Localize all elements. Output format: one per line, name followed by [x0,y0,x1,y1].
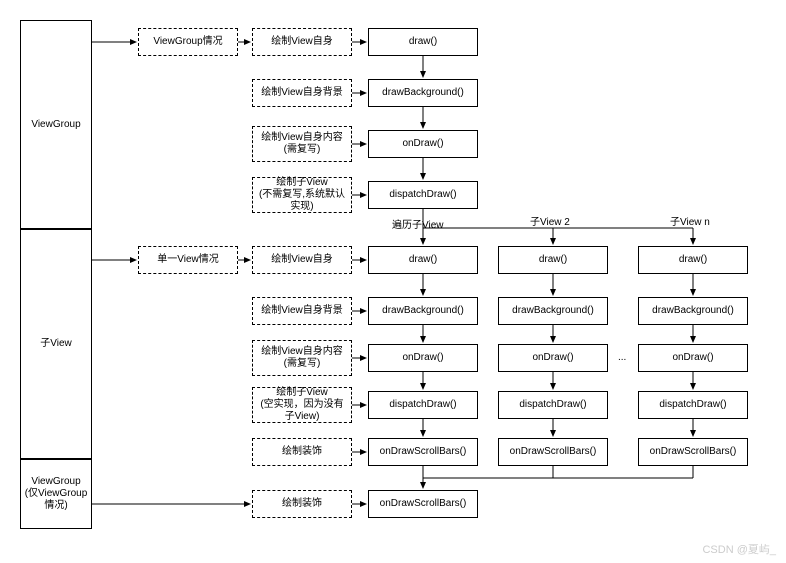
s1-step4-label: 绘制子View (不需复写,系统默认 实现) [259,177,345,213]
left-childview: 子View [20,229,92,459]
ellipsis-label: ... [618,352,626,363]
s2-step2-label: 绘制View自身背景 [261,305,343,317]
s2c3-m4: dispatchDraw() [638,391,748,419]
s1-step2-label: 绘制View自身背景 [261,87,343,99]
s3-step-label: 绘制装饰 [282,498,322,510]
s1-situation: ViewGroup情况 [138,28,238,56]
s3-m: onDrawScrollBars() [368,490,478,518]
left-childview-label: 子View [40,338,72,350]
s1-m2-label: drawBackground() [382,87,464,99]
s2-step3: 绘制View自身内容 (需复写) [252,340,352,376]
s1-step4: 绘制子View (不需复写,系统默认 实现) [252,177,352,213]
s2c2-m1: draw() [498,246,608,274]
s2c1-m3: onDraw() [368,344,478,372]
s1-step3: 绘制View自身内容 (需复写) [252,126,352,162]
s2c2-m3: onDraw() [498,344,608,372]
s2c2-m5: onDrawScrollBars() [498,438,608,466]
childviewn-label: 子View n [670,213,710,228]
s2c3-m2: drawBackground() [638,297,748,325]
iterate-label: 遍历子View [392,216,444,231]
s2-situation-label: 单一View情况 [157,254,219,266]
s2-situation: 单一View情况 [138,246,238,274]
s2c3-m1: draw() [638,246,748,274]
s1-m3: onDraw() [368,130,478,158]
s2c2-m2: drawBackground() [498,297,608,325]
s2-step5-label: 绘制装饰 [282,446,322,458]
s2c1-m2: drawBackground() [368,297,478,325]
s1-situation-label: ViewGroup情况 [153,36,222,48]
s1-m1: draw() [368,28,478,56]
s2c3-m3: onDraw() [638,344,748,372]
s3-m-label: onDrawScrollBars() [380,498,467,510]
s1-m4-label: dispatchDraw() [389,189,456,201]
left-viewgroup-only: ViewGroup (仅ViewGroup 情况) [20,459,92,529]
s2-step1: 绘制View自身 [252,246,352,274]
s1-m4: dispatchDraw() [368,181,478,209]
s1-step2: 绘制View自身背景 [252,79,352,107]
s3-step: 绘制装饰 [252,490,352,518]
s2c1-m1: draw() [368,246,478,274]
s2c1-m4: dispatchDraw() [368,391,478,419]
s2-step5: 绘制装饰 [252,438,352,466]
left-viewgroup-label: ViewGroup [31,119,80,131]
left-viewgroup: ViewGroup [20,20,92,229]
s2c2-m4: dispatchDraw() [498,391,608,419]
s1-m2: drawBackground() [368,79,478,107]
s2c3-m5: onDrawScrollBars() [638,438,748,466]
s2-step4-label: 绘制子View (空实现，因为没有 子View) [260,387,343,423]
s2-step3-label: 绘制View自身内容 (需复写) [261,346,343,370]
s2-step2: 绘制View自身背景 [252,297,352,325]
s2c1-m5: onDrawScrollBars() [368,438,478,466]
s2-step4: 绘制子View (空实现，因为没有 子View) [252,387,352,423]
childview2-label: 子View 2 [530,213,570,228]
s2-step1-label: 绘制View自身 [271,254,333,266]
s1-m3-label: onDraw() [402,138,443,150]
s1-m1-label: draw() [409,36,437,48]
s1-step1: 绘制View自身 [252,28,352,56]
s1-step1-label: 绘制View自身 [271,36,333,48]
s1-step3-label: 绘制View自身内容 (需复写) [261,132,343,156]
left-viewgroup-only-label: ViewGroup (仅ViewGroup 情况) [25,476,88,512]
watermark: CSDN @夏屿_ [702,541,776,557]
